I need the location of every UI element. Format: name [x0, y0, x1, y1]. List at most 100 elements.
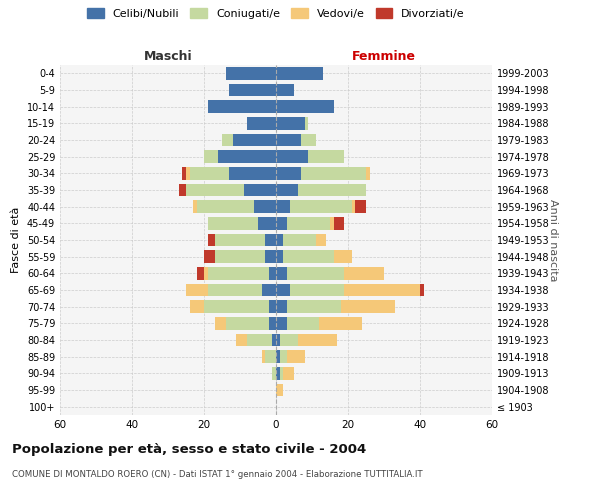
Y-axis label: Fasce di età: Fasce di età: [11, 207, 21, 273]
Bar: [287, 267, 344, 280]
Bar: [355, 200, 366, 213]
Bar: [247, 117, 276, 130]
Text: Femmine: Femmine: [352, 50, 416, 64]
Bar: [287, 300, 341, 313]
Bar: [301, 134, 316, 146]
Text: COMUNE DI MONTALDO ROERO (CN) - Dati ISTAT 1° gennaio 2004 - Elaborazione TUTTIT: COMUNE DI MONTALDO ROERO (CN) - Dati IST…: [12, 470, 422, 479]
Bar: [218, 150, 276, 163]
Bar: [276, 284, 290, 296]
Bar: [298, 334, 337, 346]
Bar: [283, 250, 334, 263]
Bar: [334, 217, 344, 230]
Bar: [276, 384, 283, 396]
Bar: [352, 200, 355, 213]
Bar: [269, 267, 276, 280]
Bar: [276, 117, 305, 130]
Bar: [193, 200, 197, 213]
Bar: [215, 250, 265, 263]
Bar: [182, 167, 186, 179]
Bar: [334, 250, 352, 263]
Bar: [197, 267, 204, 280]
Bar: [319, 317, 362, 330]
Bar: [262, 284, 276, 296]
Bar: [276, 250, 283, 263]
Bar: [265, 234, 276, 246]
Bar: [276, 134, 301, 146]
Bar: [208, 234, 215, 246]
Bar: [229, 167, 276, 179]
Bar: [330, 217, 334, 230]
Bar: [276, 184, 298, 196]
Bar: [298, 184, 366, 196]
Y-axis label: Anni di nascita: Anni di nascita: [548, 198, 558, 281]
Bar: [272, 367, 276, 380]
Bar: [280, 334, 298, 346]
Bar: [254, 200, 276, 213]
Bar: [276, 84, 294, 96]
Bar: [204, 267, 208, 280]
Bar: [276, 200, 290, 213]
Bar: [208, 100, 276, 113]
Bar: [258, 217, 276, 230]
Bar: [204, 300, 269, 313]
Bar: [276, 167, 301, 179]
Bar: [283, 367, 294, 380]
Bar: [215, 234, 265, 246]
Bar: [222, 134, 233, 146]
Bar: [290, 200, 352, 213]
Bar: [265, 350, 276, 363]
Bar: [280, 367, 283, 380]
Bar: [276, 350, 280, 363]
Text: Maschi: Maschi: [143, 50, 193, 64]
Bar: [215, 317, 226, 330]
Bar: [280, 350, 287, 363]
Bar: [186, 284, 208, 296]
Bar: [208, 267, 269, 280]
Bar: [226, 317, 269, 330]
Bar: [186, 184, 244, 196]
Bar: [247, 334, 272, 346]
Bar: [244, 184, 276, 196]
Bar: [190, 167, 229, 179]
Bar: [276, 367, 280, 380]
Bar: [262, 350, 265, 363]
Bar: [276, 334, 280, 346]
Bar: [204, 150, 218, 163]
Bar: [276, 267, 287, 280]
Bar: [290, 284, 344, 296]
Bar: [276, 100, 334, 113]
Bar: [190, 300, 204, 313]
Bar: [233, 134, 276, 146]
Bar: [229, 84, 276, 96]
Bar: [208, 284, 262, 296]
Bar: [287, 217, 330, 230]
Bar: [308, 150, 344, 163]
Bar: [366, 167, 370, 179]
Bar: [344, 267, 384, 280]
Bar: [236, 334, 247, 346]
Bar: [283, 234, 316, 246]
Bar: [305, 117, 308, 130]
Bar: [276, 150, 308, 163]
Bar: [269, 300, 276, 313]
Bar: [287, 317, 319, 330]
Bar: [204, 250, 215, 263]
Bar: [272, 334, 276, 346]
Bar: [276, 217, 287, 230]
Bar: [276, 234, 283, 246]
Bar: [186, 167, 190, 179]
Bar: [344, 284, 420, 296]
Bar: [226, 67, 276, 80]
Bar: [265, 250, 276, 263]
Text: Popolazione per età, sesso e stato civile - 2004: Popolazione per età, sesso e stato civil…: [12, 442, 366, 456]
Bar: [276, 300, 287, 313]
Bar: [269, 317, 276, 330]
Bar: [316, 234, 326, 246]
Bar: [276, 67, 323, 80]
Legend: Celibi/Nubili, Coniugati/e, Vedovi/e, Divorziati/e: Celibi/Nubili, Coniugati/e, Vedovi/e, Di…: [87, 8, 465, 19]
Bar: [179, 184, 186, 196]
Bar: [420, 284, 424, 296]
Bar: [341, 300, 395, 313]
Bar: [276, 317, 287, 330]
Bar: [208, 217, 258, 230]
